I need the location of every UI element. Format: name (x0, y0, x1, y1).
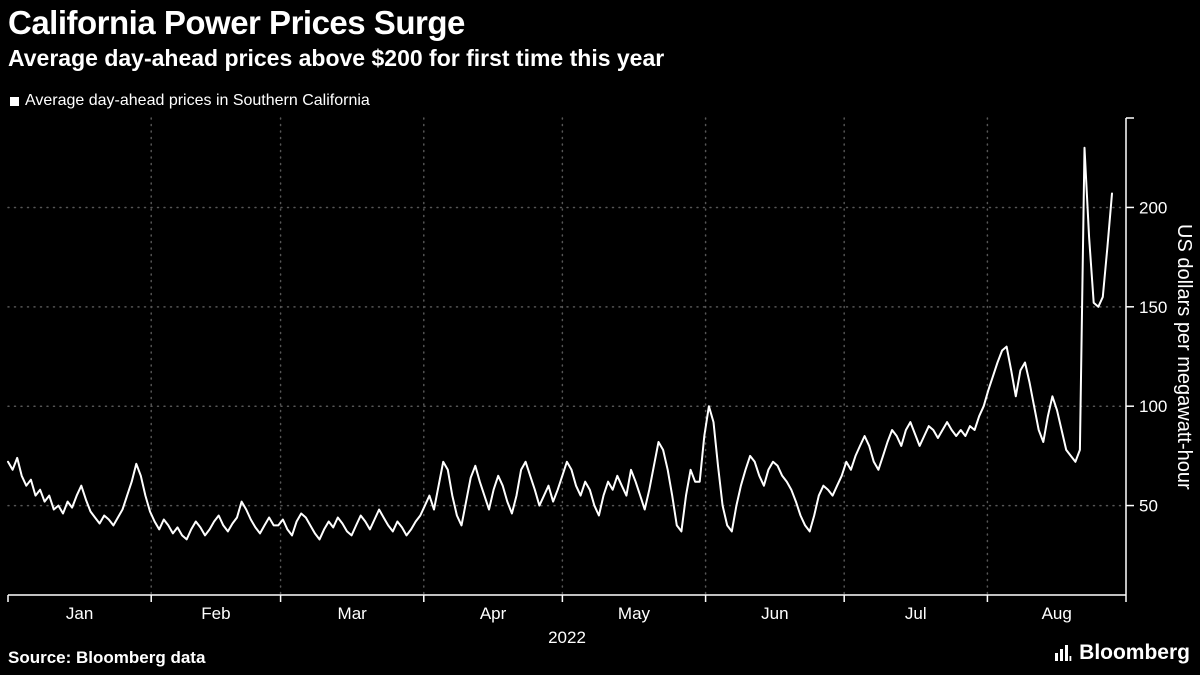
y-axis-title: US dollars per megawatt-hour (1173, 223, 1195, 490)
svg-text:May: May (618, 604, 651, 623)
legend-swatch-icon (10, 96, 19, 106)
chart-subtitle: Average day-ahead prices above $200 for … (8, 45, 665, 71)
source-note: Source: Bloomberg data (8, 648, 206, 667)
svg-text:Mar: Mar (338, 604, 368, 623)
svg-text:Apr: Apr (480, 604, 507, 623)
svg-text:200: 200 (1139, 198, 1167, 217)
svg-text:50: 50 (1139, 497, 1158, 516)
svg-text:2022: 2022 (548, 628, 586, 647)
svg-text:Jul: Jul (905, 604, 927, 623)
svg-text:100: 100 (1139, 397, 1167, 416)
svg-text:Aug: Aug (1042, 604, 1072, 623)
bloomberg-logo-icon (1055, 645, 1072, 661)
svg-text:150: 150 (1139, 298, 1167, 317)
svg-text:Jan: Jan (66, 604, 93, 623)
legend-label: Average day-ahead prices in Southern Cal… (25, 92, 370, 109)
legend: Average day-ahead prices in Southern Cal… (10, 92, 370, 110)
bloomberg-logo: Bloomberg (1054, 641, 1190, 665)
svg-text:Jun: Jun (761, 604, 788, 623)
bloomberg-logo-text: Bloomberg (1079, 641, 1190, 664)
svg-text:Feb: Feb (201, 604, 230, 623)
chart-title: California Power Prices Surge (8, 4, 465, 41)
